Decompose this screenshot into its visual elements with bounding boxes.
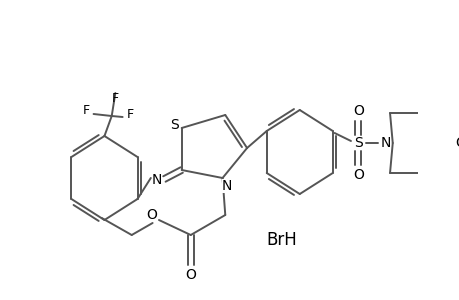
Text: O: O <box>454 136 459 150</box>
Text: N: N <box>380 136 390 150</box>
Text: O: O <box>352 168 363 182</box>
Text: BrH: BrH <box>266 231 297 249</box>
Text: N: N <box>221 179 232 193</box>
Text: N: N <box>151 173 162 187</box>
Text: S: S <box>170 118 179 132</box>
Text: F: F <box>126 107 133 121</box>
Text: O: O <box>185 268 196 282</box>
Text: F: F <box>83 104 90 118</box>
Text: O: O <box>146 208 157 222</box>
Text: S: S <box>353 136 362 150</box>
Text: O: O <box>352 104 363 118</box>
Text: F: F <box>112 92 119 104</box>
